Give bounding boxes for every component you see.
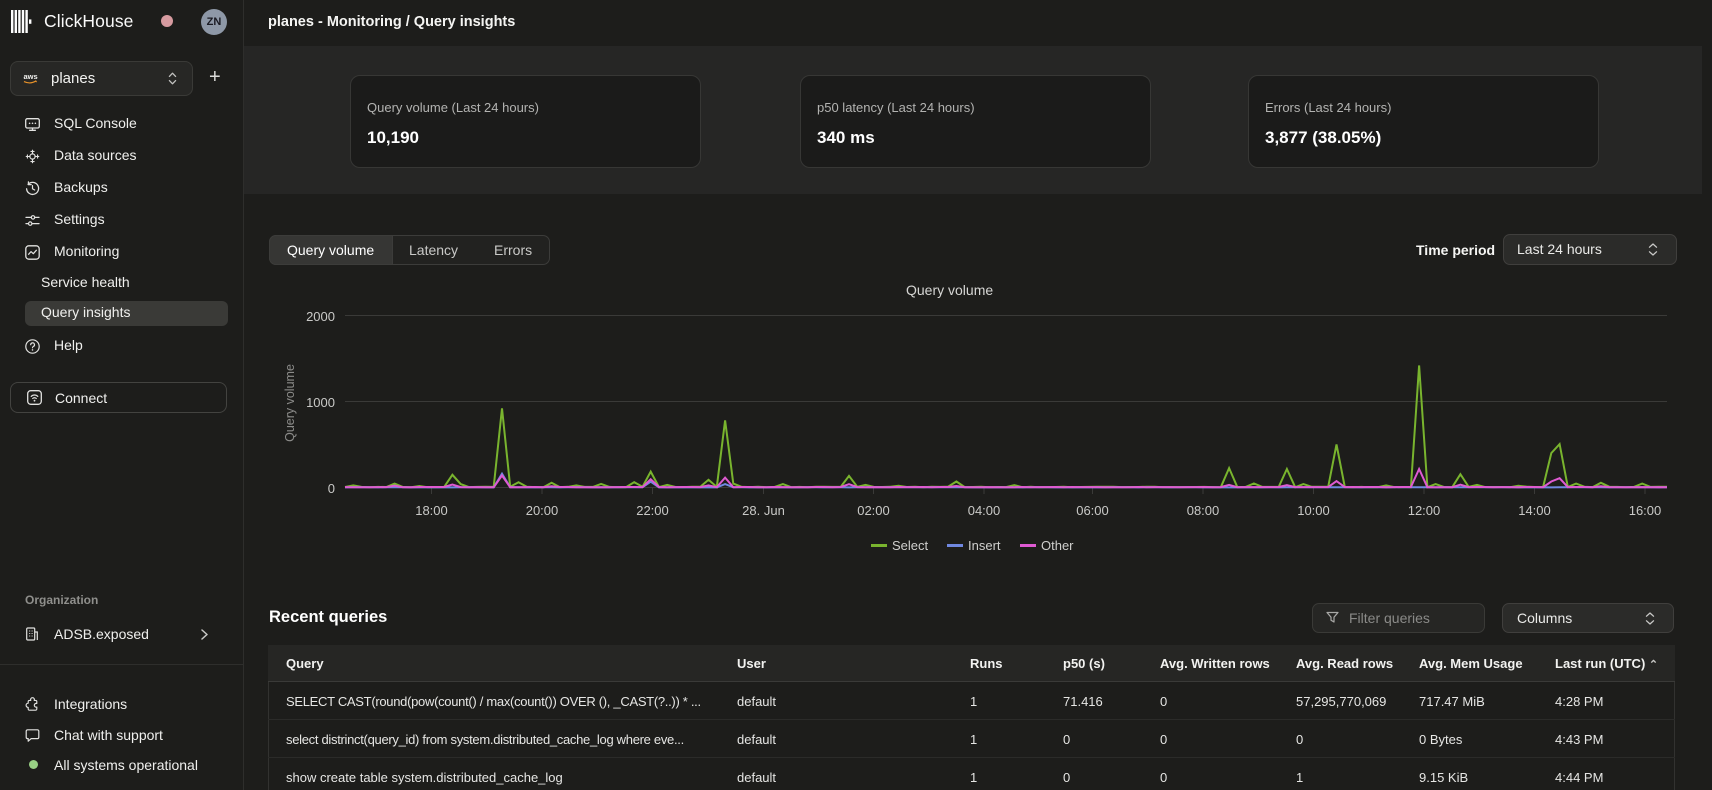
svg-text:aws: aws <box>24 72 38 81</box>
